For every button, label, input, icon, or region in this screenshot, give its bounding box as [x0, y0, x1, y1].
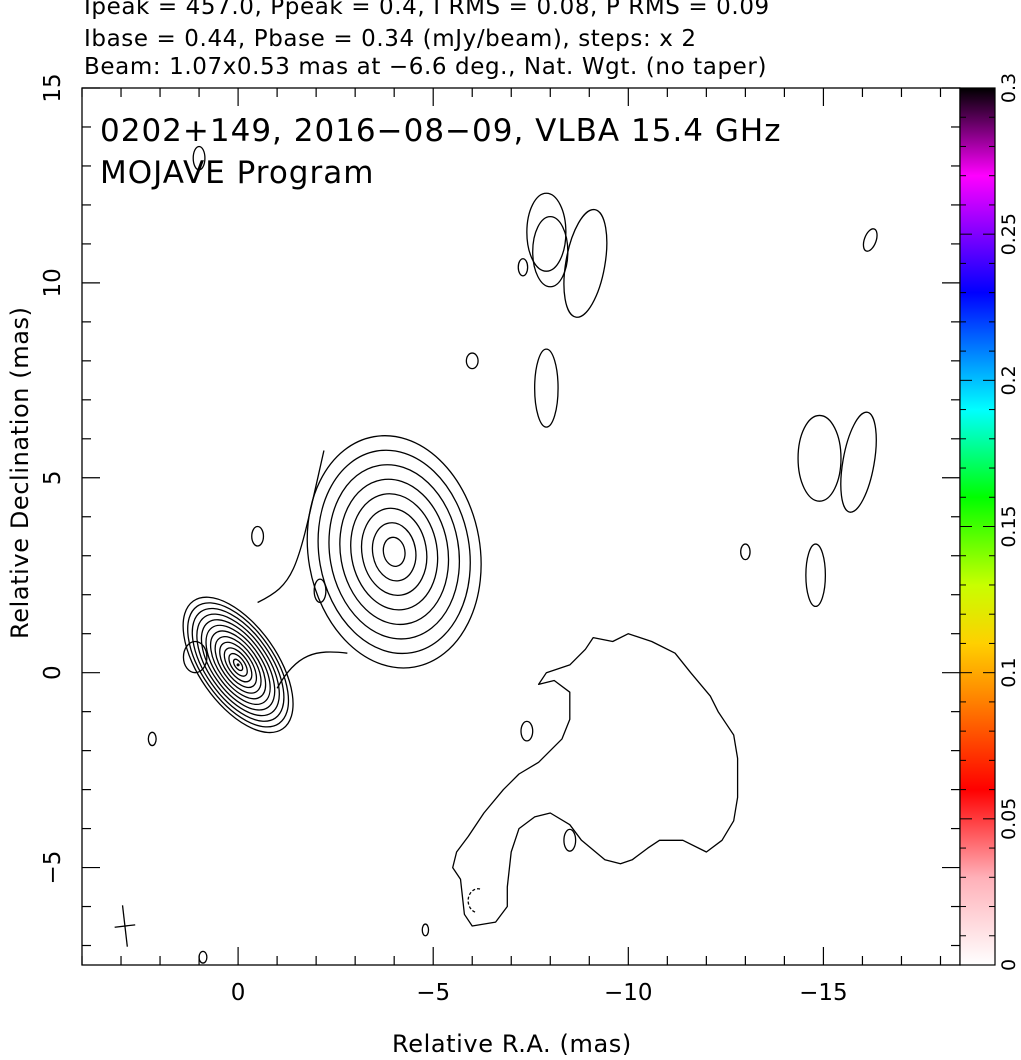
contour-island [840, 411, 877, 513]
knot-contour-level [317, 449, 471, 655]
contour-island [797, 414, 842, 502]
colorbar-tick-label: 0.05 [998, 798, 1020, 840]
plot-frame [81, 87, 961, 966]
contour-arc [467, 888, 481, 914]
core-contour-level [228, 652, 248, 677]
core-contour-level [182, 596, 294, 734]
core-contour-level [214, 636, 262, 694]
contour-island [517, 258, 529, 277]
core-peak-dot [236, 663, 240, 667]
y-tick-label: 0 [40, 665, 66, 680]
colorbar-tick-label: 0.3 [998, 73, 1020, 103]
x-tick-label: −10 [604, 980, 653, 1006]
x-tick-label: −5 [416, 980, 450, 1006]
core-contour-level [196, 613, 280, 717]
colorbar-tick-label: 0.25 [998, 213, 1020, 255]
contour-island [313, 578, 327, 604]
map-title: 0202+149, 2016−08−09, VLBA 15.4 GHz [100, 113, 782, 149]
core-contour-level [219, 641, 258, 689]
diffuse-contour [452, 633, 739, 927]
contour-island [421, 923, 430, 937]
jet-envelope [257, 450, 348, 689]
contour-island [192, 145, 206, 171]
contour-island [534, 348, 559, 428]
core-contour-level [232, 658, 244, 672]
y-tick-label: −5 [40, 851, 66, 885]
knot-contour-level [371, 522, 417, 582]
contour-island [251, 525, 265, 547]
y-tick-label: 15 [40, 73, 66, 102]
core-contour-level [187, 602, 290, 728]
colorbar-tick-label: 0 [998, 959, 1020, 971]
core-contour-level [223, 647, 253, 683]
contour-island [862, 228, 878, 252]
contour-island [563, 828, 577, 852]
knot-contour-level [339, 478, 450, 626]
knot-contour-level [382, 536, 406, 568]
beam-marker [114, 905, 136, 947]
y-axis-label: Relative Declination (mas) [6, 306, 34, 639]
x-tick-label: −15 [799, 980, 848, 1006]
contour-island [563, 208, 608, 318]
header-line-base: Ibase = 0.44, Pbase = 0.34 (mJy/beam), s… [84, 26, 697, 52]
beam-minor-axis [114, 924, 136, 928]
core-contour-level [209, 630, 267, 700]
colorbar-tick-label: 0.2 [998, 365, 1020, 395]
y-tick-label: 5 [40, 470, 66, 485]
header-line-beam: Beam: 1.07x0.53 mas at −6.6 deg., Nat. W… [84, 54, 768, 80]
colorbar-tick-label: 0.15 [998, 505, 1020, 547]
knot-contours [306, 435, 482, 669]
x-axis-label: Relative R.A. (mas) [392, 1030, 632, 1058]
y-tick-label: 10 [40, 268, 66, 297]
core-contour-level [205, 624, 271, 705]
core-contour-level [191, 607, 285, 722]
knot-contour-level [328, 464, 461, 640]
header-line-peak: Ipeak = 457.0, Ppeak = 0.4, I RMS = 0.08… [84, 0, 770, 20]
contour-island [740, 543, 751, 561]
contour-island [182, 640, 208, 674]
contour-island [198, 950, 208, 964]
contour-island [805, 543, 827, 608]
contour-island [465, 352, 479, 370]
knot-contour-level [350, 493, 439, 611]
contour-island [147, 731, 157, 747]
core-contours [182, 596, 294, 734]
core-contour-level [200, 619, 276, 711]
x-tick-label: 0 [231, 980, 246, 1006]
knot-contour-level [360, 507, 428, 597]
knot-contour-level [306, 435, 482, 669]
contour-island [526, 192, 567, 272]
colorbar-tick-label: 0.1 [998, 658, 1020, 688]
map-subtitle: MOJAVE Program [100, 155, 375, 191]
contour-island [532, 215, 569, 288]
contour-island [520, 720, 534, 742]
